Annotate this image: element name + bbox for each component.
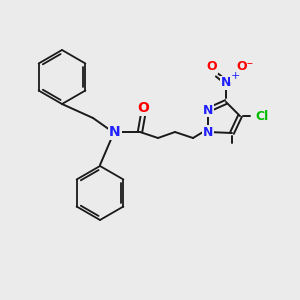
Text: N: N — [203, 125, 213, 139]
Text: O⁻: O⁻ — [236, 61, 254, 74]
Text: N: N — [203, 103, 213, 116]
Text: O: O — [137, 101, 149, 115]
Text: O: O — [207, 61, 217, 74]
Text: +: + — [230, 71, 240, 81]
Text: N: N — [109, 125, 121, 139]
Text: N: N — [221, 76, 231, 89]
Text: Cl: Cl — [255, 110, 268, 122]
